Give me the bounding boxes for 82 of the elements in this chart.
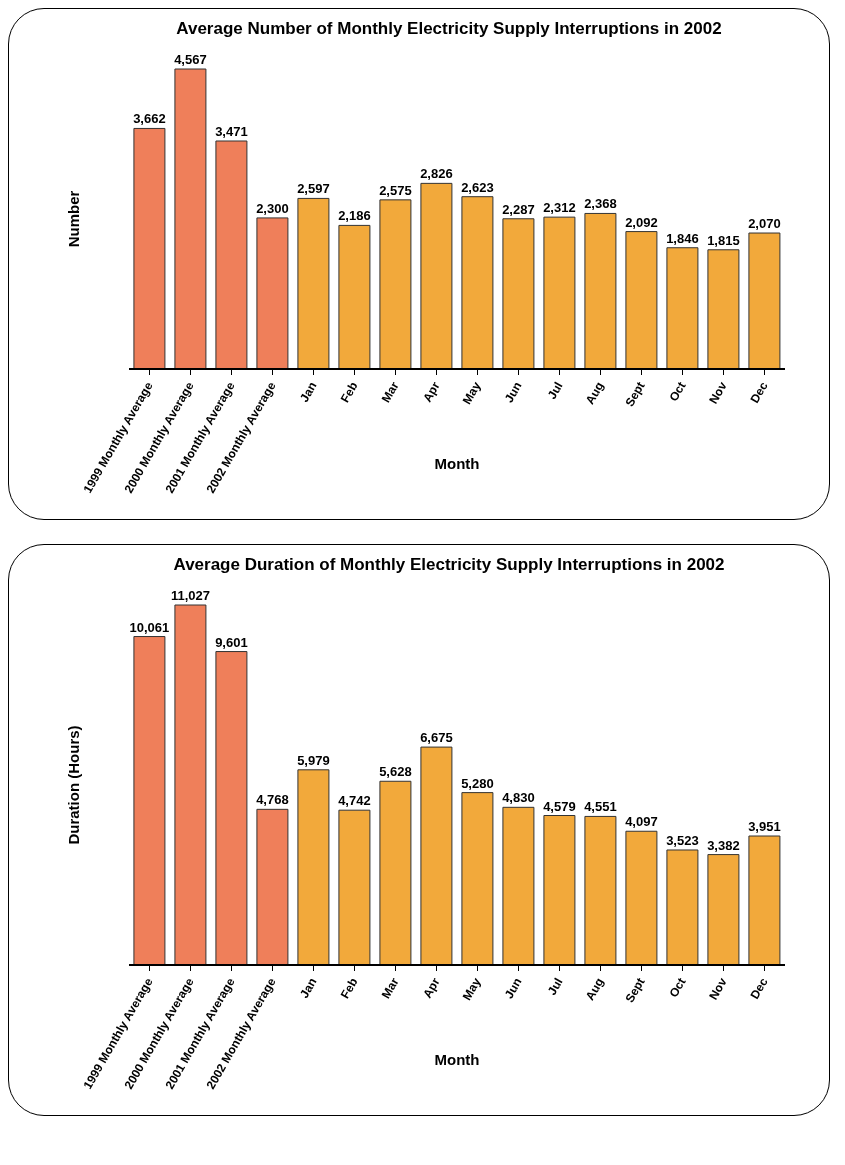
x-tick-label: Feb (337, 379, 361, 405)
data-label: 2,300 (256, 200, 289, 216)
bar (297, 197, 330, 370)
x-axis-title: Month (434, 455, 480, 472)
bar (625, 231, 658, 370)
data-label: 2,623 (461, 179, 494, 195)
bar (502, 218, 535, 370)
data-label: 2,597 (297, 181, 330, 197)
data-label: 3,662 (133, 111, 166, 127)
x-tick-label: Oct (666, 379, 689, 404)
bar (543, 815, 576, 966)
chart-title: Average Duration of Monthly Electricity Supply Interruptions in 2002 (172, 555, 726, 575)
x-tick-label: Dec (747, 379, 771, 406)
data-label: 5,979 (297, 752, 330, 768)
bar (256, 217, 289, 370)
bar (707, 854, 740, 966)
bar (707, 249, 740, 370)
data-label: 5,280 (461, 775, 494, 791)
data-label: 4,579 (543, 798, 576, 814)
data-label: 6,675 (420, 730, 453, 746)
x-axis-title: Month (434, 1051, 480, 1068)
data-label: 3,523 (666, 832, 699, 848)
bar (174, 68, 207, 370)
data-label: 5,628 (379, 764, 412, 780)
bar (666, 849, 699, 966)
x-tick-label: Jun (501, 379, 525, 405)
data-label: 4,567 (174, 52, 207, 67)
bar (584, 212, 617, 370)
bar (215, 651, 248, 966)
bar (379, 780, 412, 966)
data-label: 2,287 (502, 201, 535, 217)
data-label: 2,575 (379, 182, 412, 198)
bar (420, 746, 453, 966)
bar (297, 769, 330, 966)
data-label: 1,846 (666, 230, 699, 246)
bar (748, 232, 781, 370)
x-tick-label: Jan (297, 975, 320, 1001)
bar (625, 830, 658, 966)
data-label: 4,097 (625, 814, 658, 830)
data-label: 2,826 (420, 166, 453, 182)
data-label: 2,312 (543, 200, 576, 216)
y-axis-title: Duration (Hours) (65, 725, 83, 845)
chart-title: Average Number of Monthly Electricity Supply Interruptions in 2002 (175, 19, 723, 39)
bar (133, 127, 166, 370)
bar (666, 247, 699, 370)
data-label: 4,830 (502, 790, 535, 806)
data-label: 2,368 (584, 196, 617, 212)
bar (584, 815, 617, 966)
data-label: 1,815 (707, 232, 740, 248)
bar (256, 808, 289, 966)
data-label: 2,186 (338, 208, 371, 224)
x-tick-label: Jan (297, 379, 320, 405)
data-label: 11,027 (170, 588, 210, 603)
bar (502, 806, 535, 966)
bar (461, 196, 494, 370)
data-label: 4,551 (584, 799, 617, 815)
bar (379, 199, 412, 370)
bar (338, 224, 371, 370)
y-axis-title: Number (65, 190, 83, 248)
x-tick-label: Dec (747, 975, 771, 1002)
data-label: 2,092 (625, 214, 658, 230)
data-label: 10,061 (129, 619, 170, 635)
data-label: 3,951 (748, 819, 781, 835)
bar (133, 636, 166, 966)
data-label: 4,768 (256, 792, 289, 808)
bar (215, 140, 248, 370)
data-label: 4,742 (338, 793, 371, 809)
data-label: 9,601 (215, 634, 248, 650)
bar (461, 792, 494, 966)
data-label: 3,382 (707, 837, 740, 853)
x-tick-label: Jul (544, 975, 566, 998)
bar (420, 182, 453, 370)
bar (338, 809, 371, 966)
data-label: 2,070 (748, 216, 781, 232)
x-tick-label: Feb (337, 975, 361, 1001)
bar (174, 604, 207, 966)
bar (748, 835, 781, 966)
x-tick-label: Jul (544, 379, 566, 402)
x-tick-label: Oct (666, 975, 689, 1000)
bar (543, 216, 576, 370)
data-label: 3,471 (215, 123, 248, 139)
x-tick-label: Jun (501, 975, 525, 1001)
